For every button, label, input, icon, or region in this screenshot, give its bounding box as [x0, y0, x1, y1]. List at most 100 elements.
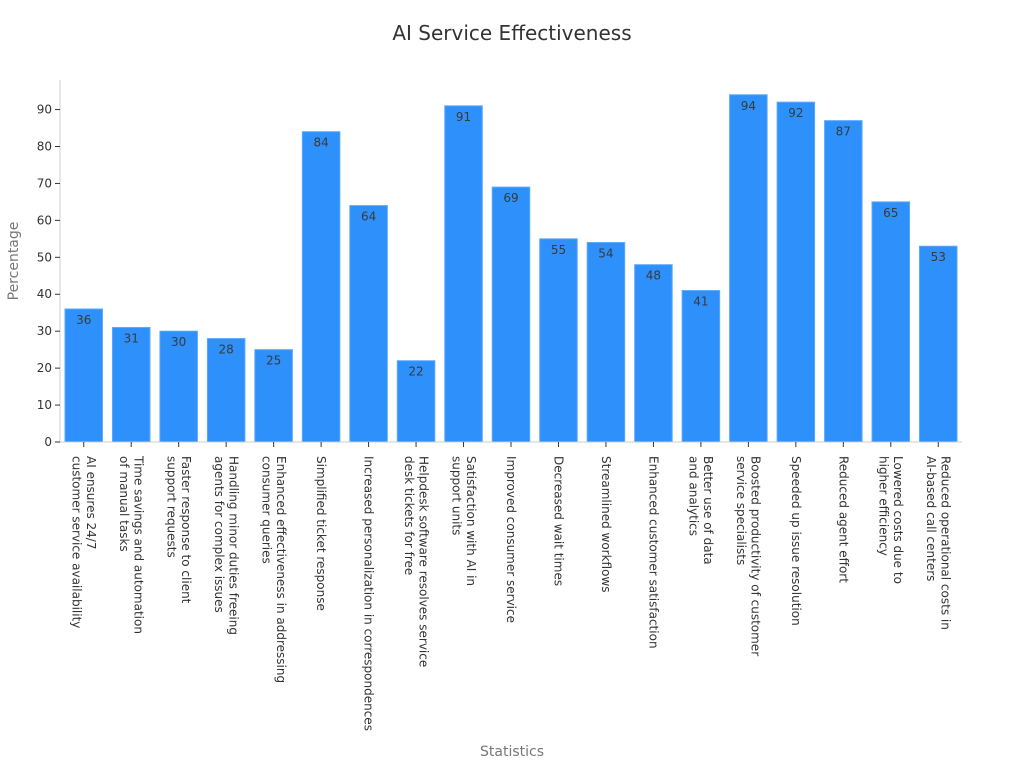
bar-value-label: 30 [171, 335, 186, 349]
y-axis-title: Percentage [6, 222, 22, 301]
bar-value-label: 91 [456, 110, 471, 124]
bar [776, 101, 816, 443]
bar-value-label: 64 [361, 210, 376, 224]
x-tick-label: Streamlined workflows [599, 456, 613, 593]
bar [444, 105, 483, 443]
x-tick-label-line: of manual tasks [117, 456, 131, 552]
x-tick-label-line: service specialists [734, 456, 748, 565]
y-axis: 0 10 20 30 40 50 60 70 80 90 [37, 80, 61, 449]
x-tick-label-line: Streamlined workflows [599, 456, 613, 593]
x-tick-label-line: and analytics [687, 456, 701, 536]
y-tick-label: 60 [37, 213, 52, 227]
bars-group: 36 31 30 28 25 84 64 22 91 69 55 54 48 41 94 92 87 65 53 [64, 94, 958, 443]
bar [254, 349, 293, 443]
bar [159, 330, 198, 443]
bar-value-label: 92 [788, 106, 803, 120]
bar-value-label: 36 [76, 313, 91, 327]
bar [824, 120, 863, 443]
x-tick-label: Speeded up issue resolution [789, 456, 803, 626]
x-tick-label-line: Boosted productivity of customer [749, 456, 763, 656]
x-tick-label-line: customer service availability [69, 456, 83, 628]
bar-value-label: 28 [219, 343, 234, 357]
bar-value-label: 41 [693, 295, 708, 309]
bar [634, 264, 673, 443]
bar [871, 201, 911, 443]
x-tick-label-line: Improved consumer service [504, 456, 518, 623]
x-tick-label: Reduced agent effort [836, 456, 850, 583]
x-tick-label-line: Simplified ticket response [314, 456, 328, 611]
y-tick-label: 80 [37, 139, 52, 153]
bar-value-label: 94 [741, 99, 756, 113]
y-tick-label: 90 [37, 103, 52, 117]
x-tick-label-line: AI ensures 24/7 [84, 456, 98, 549]
x-tick-label-line: Helpdesk software resolves service [416, 456, 430, 667]
x-tick-label: Simplified ticket response [314, 456, 328, 611]
bar [64, 308, 103, 443]
x-tick-label-line: Reduced operational costs in [939, 456, 953, 630]
y-tick-label: 10 [37, 398, 52, 412]
x-tick-label-line: higher efficiency [877, 456, 891, 556]
bar-value-label: 69 [503, 191, 518, 205]
x-tick-label-line: agents for complex issues [212, 456, 226, 613]
y-tick-label: 30 [37, 324, 52, 338]
y-tick-label: 50 [37, 250, 52, 264]
x-tick-label-line: Reduced agent effort [836, 456, 850, 583]
bar-value-label: 31 [124, 331, 139, 345]
bar-value-label: 25 [266, 354, 281, 368]
bar [396, 360, 436, 443]
x-tick-label-line: Better use of data [701, 456, 715, 565]
y-tick-label: 20 [37, 361, 52, 375]
x-tick-label-line: Time savings and automation [131, 455, 145, 634]
x-tick-label-line: Handling minor duties freeing [226, 456, 240, 635]
bar [349, 205, 388, 443]
x-tick-label: Enhanced effectiveness in addressingcons… [259, 456, 288, 683]
x-tick-label-line: Faster response to client [179, 456, 193, 604]
bar [539, 238, 578, 443]
bar [681, 290, 721, 443]
x-tick-label-line: Speeded up issue resolution [789, 456, 803, 626]
bar-value-label: 55 [551, 243, 566, 257]
x-tick-label: Improved consumer service [504, 456, 518, 623]
x-tick-label: Increased personalization in corresponde… [362, 456, 376, 731]
bar [301, 131, 341, 443]
x-tick-label-line: AI-based call centers [924, 456, 938, 581]
y-tick-label: 70 [37, 176, 52, 190]
bar-value-label: 65 [883, 206, 898, 220]
bar-value-label: 54 [598, 247, 613, 261]
bar-value-label: 87 [836, 125, 851, 139]
x-axis-title: Statistics [480, 744, 544, 760]
bar [919, 245, 958, 443]
bar [729, 94, 768, 443]
x-tick-label-line: support requests [164, 456, 178, 558]
x-tick-label-line: Decreased wait times [551, 456, 565, 586]
chart-title: AI Service Effectiveness [392, 21, 631, 45]
y-tick-label: 0 [44, 435, 52, 449]
x-tick-label-line: consumer queries [259, 456, 273, 564]
x-tick-label-line: Enhanced effectiveness in addressing [274, 456, 288, 683]
bar [491, 186, 531, 443]
bar [111, 326, 151, 443]
x-tick-label: Decreased wait times [551, 456, 565, 586]
bar-value-label: 84 [313, 136, 328, 150]
x-tick-label-line: Enhanced customer satisfaction [646, 456, 660, 649]
x-tick-label-line: Increased personalization in corresponde… [362, 456, 376, 731]
bar-value-label: 22 [408, 365, 423, 379]
bar [586, 242, 626, 443]
bar-value-label: 53 [931, 250, 946, 264]
x-tick-label-line: Satisfaction with AI in [464, 456, 478, 586]
x-tick-label-line: desk tickets for free [402, 456, 416, 575]
y-tick-label: 40 [37, 287, 52, 301]
x-tick-label: Boosted productivity of customerservice … [734, 456, 763, 656]
x-tick-label: Enhanced customer satisfaction [646, 456, 660, 649]
